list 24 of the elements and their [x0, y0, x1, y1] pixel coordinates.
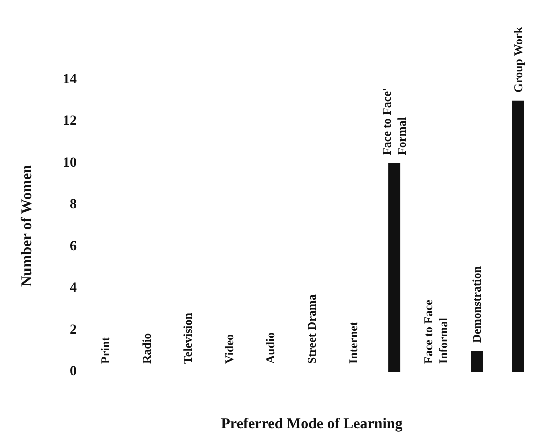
y-tick-label: 2 — [70, 322, 77, 338]
y-tick-label: 8 — [70, 198, 77, 213]
bar — [512, 100, 524, 372]
x-axis-title: Preferred Mode of Learning — [221, 416, 404, 432]
x-tick-label: Audio — [264, 332, 278, 364]
x-tick-label: Internet — [346, 322, 360, 364]
x-tick-label: Video — [222, 334, 236, 364]
x-tick-label: Radio — [140, 333, 154, 364]
y-tick-label: 6 — [70, 239, 77, 254]
x-tick-label: Face to Face' Formal — [380, 85, 410, 156]
x-tick-label: Demonstration — [470, 266, 484, 344]
y-tick-label: 12 — [63, 114, 77, 130]
y-axis-title: Number of Women — [20, 164, 36, 287]
x-tick-label: Street Drama — [305, 294, 319, 364]
x-tick-label: Print — [98, 337, 113, 364]
y-tick-label: 4 — [70, 281, 77, 296]
bar — [471, 351, 484, 372]
y-tick-label: 0 — [70, 364, 77, 380]
bar — [388, 163, 401, 372]
x-tick-label: Television — [181, 312, 196, 364]
x-tick-label: Group Work — [511, 26, 526, 93]
y-tick-label: 14 — [63, 72, 77, 88]
x-tick-label: Face to Face Informal — [421, 297, 450, 364]
y-tick-label: 10 — [63, 156, 77, 171]
